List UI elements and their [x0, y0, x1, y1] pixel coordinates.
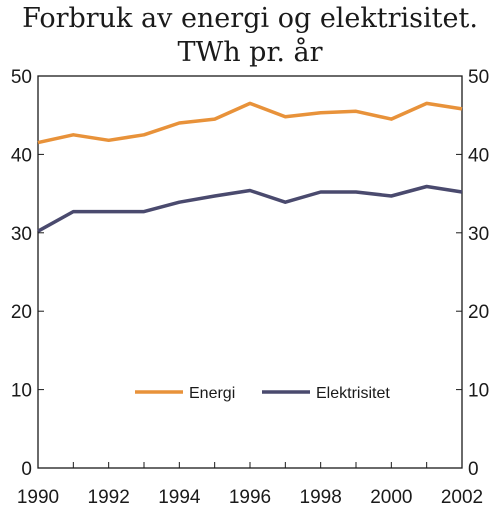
- x-tick-label: 1992: [88, 487, 130, 508]
- chart-title-line-1: Forbruk av energi og elektrisitet.: [22, 3, 478, 34]
- x-tick-label: 2002: [441, 487, 483, 508]
- y-tick-label-left: 10: [11, 381, 32, 402]
- y-tick-label-left: 30: [11, 224, 32, 245]
- y-tick-label-right: 50: [468, 67, 489, 88]
- y-tick-label-left: 40: [11, 145, 32, 166]
- legend-label-energi: Energi: [189, 385, 235, 402]
- chart-title-line-2: TWh pr. år: [177, 37, 323, 68]
- y-tick-label-right: 10: [468, 381, 489, 402]
- y-tick-label-left: 20: [11, 302, 32, 323]
- x-tick-label: 1996: [229, 487, 271, 508]
- y-tick-label-right: 20: [468, 302, 489, 323]
- plot-frame: [37, 75, 463, 469]
- y-tick-label-left: 50: [11, 67, 32, 88]
- x-tick-label: 2000: [370, 487, 412, 508]
- y-tick-label-right: 0: [468, 459, 479, 480]
- chart-axes: 0 0 10 10 20 20 30 30 40 40 50 50 1990 1992 1994 1996 19…: [11, 67, 489, 508]
- y-tick-label-right: 40: [468, 145, 489, 166]
- x-tick-label: 1994: [158, 487, 201, 508]
- y-tick-label-left: 0: [21, 459, 32, 480]
- x-tick-label: 1990: [17, 487, 59, 508]
- chart-title: Forbruk av energi og elektrisitet. TWh p…: [0, 2, 500, 70]
- series-line-elektrisitet: [37, 184, 463, 233]
- series-line-energi: [37, 101, 463, 145]
- chart-series: [37, 101, 463, 233]
- chart-legend: Energi Elektrisitet: [135, 385, 390, 402]
- x-tick-label: 1998: [300, 487, 342, 508]
- y-tick-label-right: 30: [468, 224, 489, 245]
- legend-label-elektrisitet: Elektrisitet: [316, 385, 390, 402]
